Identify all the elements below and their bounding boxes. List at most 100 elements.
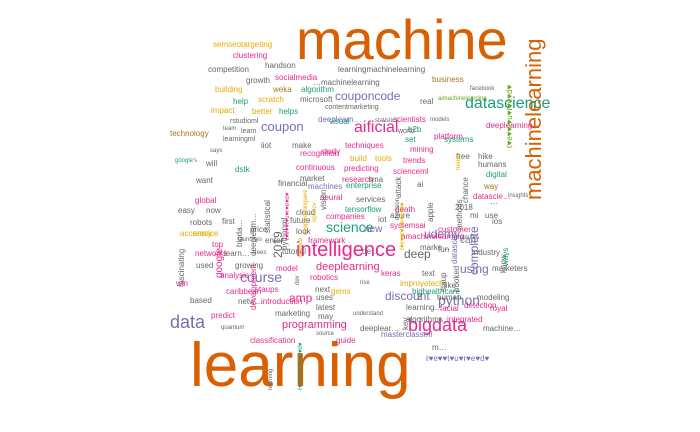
word-52: b2b	[408, 125, 422, 134]
word-81: market	[300, 174, 325, 183]
word-126: text	[422, 269, 435, 278]
word-10: python	[438, 292, 481, 308]
word-0: machine	[296, 8, 508, 71]
word-88: easy	[178, 206, 195, 215]
word-144: detection	[464, 301, 497, 310]
word-45: rstudioml	[230, 118, 259, 125]
word-61: study	[321, 147, 341, 156]
word-13: discount	[385, 289, 430, 303]
word-101: price	[250, 225, 268, 234]
word-40: real	[420, 97, 434, 106]
word-130: rise	[360, 280, 370, 286]
word-176: chance	[461, 177, 470, 203]
word-122: fun	[438, 245, 450, 254]
word-147: royal	[490, 304, 508, 313]
word-151: understand	[353, 311, 384, 317]
word-140: gems	[331, 287, 351, 296]
word-134: next	[315, 285, 331, 294]
word-97: cloud	[296, 208, 316, 217]
word-96: future	[290, 216, 311, 225]
word-113: networks	[195, 249, 228, 258]
word-145: learning…	[406, 303, 443, 312]
word-46: visual	[329, 117, 350, 126]
word-148: predict	[211, 311, 236, 320]
word-201: decision	[395, 197, 401, 220]
word-111: amachinelearning	[401, 232, 465, 241]
word-118: used	[196, 261, 214, 270]
word-200: dev	[295, 275, 301, 285]
word-7: aificial	[354, 119, 399, 136]
word-104: customer	[438, 225, 471, 234]
word-116: tutorial	[282, 247, 307, 256]
word-86: enterprise	[346, 181, 382, 190]
word-30: …machinelearning	[313, 78, 380, 87]
word-73: humans	[478, 160, 507, 169]
word-12: couponcode	[335, 89, 401, 103]
word-79: want	[196, 176, 213, 185]
word-166: statistical	[263, 200, 272, 233]
word-91: services	[356, 195, 386, 204]
word-162: ℓ♥e♥♥t♥u♥r♥e♥d♥	[426, 354, 490, 363]
word-133: staups	[255, 285, 279, 294]
word-98: companies	[326, 212, 365, 221]
word-110: framework	[308, 236, 346, 245]
word-131: improvetech	[400, 279, 444, 288]
word-54: deeplearning…	[486, 121, 541, 130]
word-159: masterclassml	[381, 330, 433, 339]
word-160: guide	[336, 336, 356, 345]
word-197: deeplearningaws	[303, 189, 309, 235]
word-43: helps	[279, 107, 299, 116]
word-125: robotics	[310, 273, 339, 282]
word-37: help	[233, 97, 249, 106]
word-89: now	[206, 206, 221, 215]
word-191: datascie…	[450, 226, 459, 264]
word-29: socialmedia	[275, 73, 318, 82]
word-183: new	[364, 224, 383, 235]
word-39: microsoft	[300, 95, 333, 104]
word-152: algorithms	[406, 315, 443, 324]
word-198: trends	[456, 153, 462, 170]
word-137: netw…	[238, 297, 263, 306]
word-139: uses	[316, 293, 333, 302]
word-25: clustering	[233, 51, 268, 60]
word-106: service	[193, 229, 219, 238]
word-138: introduction	[261, 297, 303, 306]
word-114: learn…	[224, 249, 250, 258]
word-199: mi	[470, 211, 479, 220]
word-100: accuracy	[180, 229, 213, 238]
word-141: human	[437, 293, 462, 302]
word-193: ℓ♥e♥♥t♥u♥r♥e♥d♥	[285, 192, 291, 240]
word-19: deeplearning	[316, 261, 380, 273]
word-169: development	[249, 264, 258, 310]
word-58: set	[405, 135, 416, 144]
word-171: key	[401, 317, 410, 330]
word-202: attack	[394, 176, 403, 198]
word-187: use	[485, 211, 498, 220]
word-184: iot	[378, 215, 387, 224]
word-157: source	[316, 331, 335, 337]
word-38: scratch	[258, 95, 284, 104]
word-36: aimachinelearning	[438, 96, 487, 102]
word-35: facebook	[470, 86, 495, 92]
word-56: technology	[170, 129, 209, 138]
word-9: course	[240, 269, 283, 285]
word-44: contentmarketing	[325, 104, 379, 111]
word-190: insights	[508, 193, 529, 199]
word-2: machinelearning	[521, 38, 546, 200]
word-34: algorithm	[301, 85, 334, 94]
word-189: …	[490, 197, 498, 206]
word-48: scientists	[393, 115, 426, 124]
word-74: google's	[175, 158, 198, 164]
word-31: growth	[246, 76, 271, 85]
word-163: recognition	[300, 149, 340, 158]
word-1: learning	[190, 331, 411, 400]
word-112: minutes	[458, 235, 480, 241]
word-84: way	[484, 182, 499, 191]
word-109: enter	[265, 236, 284, 245]
word-49: models	[430, 117, 450, 123]
word-127: marketers	[492, 264, 528, 273]
word-158: classification	[250, 336, 296, 345]
word-153: integrated	[447, 315, 483, 324]
word-53: world	[398, 128, 415, 135]
word-11: coupon	[261, 119, 304, 134]
